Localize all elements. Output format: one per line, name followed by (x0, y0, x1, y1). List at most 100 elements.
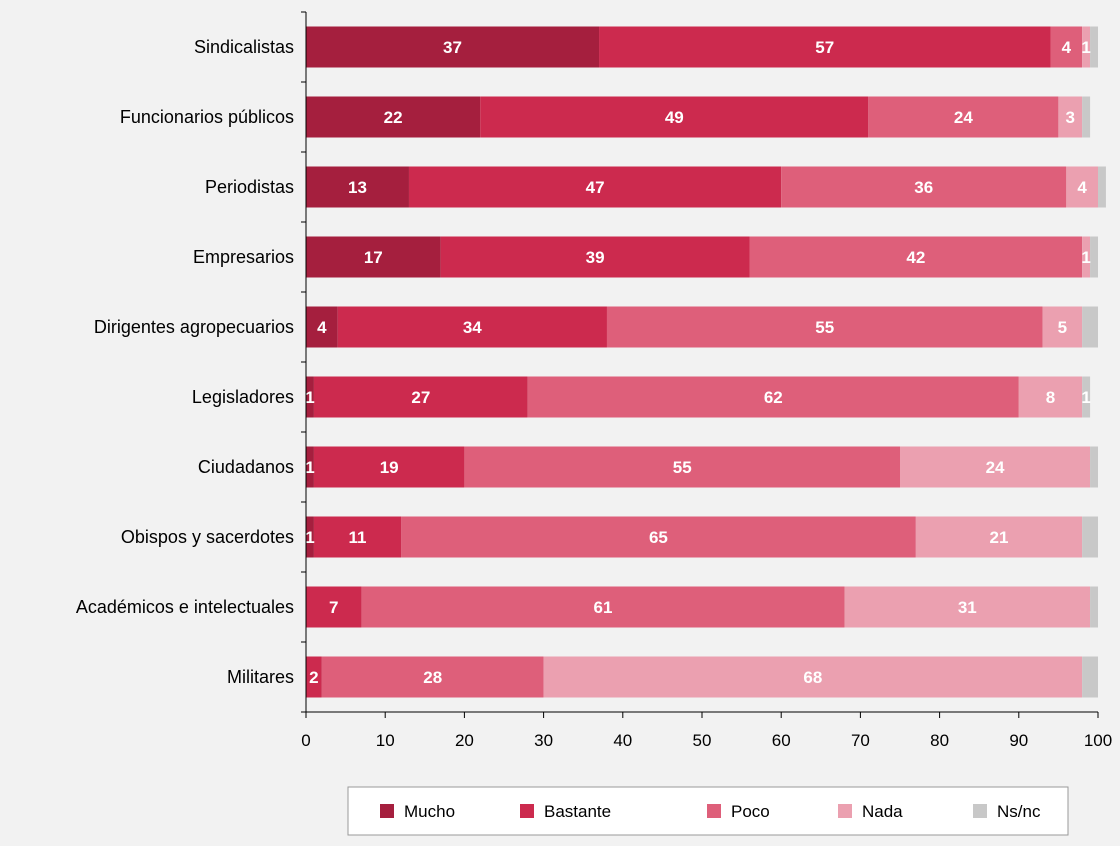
bar-funcionarios-publicos-poco (868, 96, 1059, 138)
bar-legisladores-nada (1018, 376, 1083, 418)
bar-militares-poco (321, 656, 544, 698)
data-label: 34 (463, 318, 482, 337)
category-label: Ciudadanos (198, 457, 294, 477)
bar-legisladores-poco (527, 376, 1019, 418)
category-labels-layer: Sindicalistas Funcionarios públicos Period… (76, 37, 294, 687)
data-label: 24 (986, 458, 1005, 477)
data-label: 55 (673, 458, 692, 477)
x-tick-label: 30 (534, 731, 553, 750)
bar-ciudadanos-nada (900, 446, 1091, 488)
x-tick-label: 20 (455, 731, 474, 750)
bar-ciudadanos-bastante (313, 446, 465, 488)
data-label: 68 (803, 668, 822, 687)
data-label: 62 (764, 388, 783, 407)
legend-swatch-nada (838, 804, 852, 818)
bar-legisladores-mucho (306, 376, 314, 418)
data-label: 1 (1081, 38, 1090, 57)
bar-sindicalistas-bastante (599, 26, 1051, 68)
legend-label-mucho: Mucho (404, 802, 455, 821)
data-label: 57 (815, 38, 834, 57)
bar-obispos-y-sacerdotes-ns-nc (1082, 516, 1098, 558)
data-label: 4 (1077, 178, 1087, 197)
x-tick-label: 0 (301, 731, 310, 750)
bar-periodistas-ns-nc (1098, 166, 1106, 208)
data-label: 13 (348, 178, 367, 197)
category-label: Dirigentes agropecuarios (94, 317, 294, 337)
data-label: 1 (305, 528, 314, 547)
bar-obispos-y-sacerdotes-nada (915, 516, 1083, 558)
legend: Mucho Bastante Poco Nada Ns/nc (347, 786, 1069, 836)
data-label: 11 (348, 528, 366, 547)
data-label: 1 (1081, 248, 1090, 267)
category-label: Funcionarios públicos (120, 107, 294, 127)
bar-legisladores-bastante (313, 376, 528, 418)
legend-swatch-ns-nc (973, 804, 987, 818)
legend-label-nada: Nada (862, 802, 903, 821)
legend-label-poco: Poco (731, 802, 770, 821)
data-label: 37 (443, 38, 462, 57)
bar-academicos-e-intelectuales-poco (361, 586, 845, 628)
bar-academicos-e-intelectuales-bastante (306, 586, 362, 628)
bar-obispos-y-sacerdotes-bastante (313, 516, 402, 558)
bar-dirigentes-agropecuarios-poco (606, 306, 1043, 348)
bars-layer (306, 26, 1106, 698)
x-tick-label: 80 (930, 731, 949, 750)
bar-obispos-y-sacerdotes-mucho (306, 516, 314, 558)
data-label: 3 (1066, 108, 1075, 127)
data-label: 24 (954, 108, 973, 127)
data-label: 42 (906, 248, 925, 267)
data-label: 4 (1062, 38, 1072, 57)
bar-sindicalistas-nada (1082, 26, 1091, 68)
data-label: 55 (815, 318, 834, 337)
data-label: 8 (1046, 388, 1055, 407)
data-label: 61 (594, 598, 613, 617)
category-label: Académicos e intelectuales (76, 597, 294, 617)
bar-militares-bastante (306, 656, 322, 698)
legend-swatch-poco (707, 804, 721, 818)
bar-periodistas-mucho (306, 166, 409, 208)
data-label: 7 (329, 598, 338, 617)
data-label: 65 (649, 528, 668, 547)
bar-dirigentes-agropecuarios-bastante (337, 306, 607, 348)
x-tick-label: 100 (1084, 731, 1112, 750)
bar-funcionarios-publicos-ns-nc (1082, 96, 1091, 138)
bar-ciudadanos-poco (464, 446, 900, 488)
data-label: 31 (958, 598, 977, 617)
bar-dirigentes-agropecuarios-ns-nc (1082, 306, 1098, 348)
data-label: 28 (423, 668, 442, 687)
legend-label-bastante: Bastante (544, 802, 611, 821)
bar-sindicalistas-ns-nc (1090, 26, 1098, 68)
category-label: Periodistas (205, 177, 294, 197)
data-label: 2 (309, 668, 318, 687)
data-label: 1 (305, 388, 314, 407)
data-label: 19 (380, 458, 399, 477)
bar-sindicalistas-mucho (306, 26, 600, 68)
x-tick-label: 70 (851, 731, 870, 750)
bar-empresarios-mucho (306, 236, 441, 278)
bar-empresarios-nada (1082, 236, 1091, 278)
bar-militares-ns-nc (1082, 656, 1098, 698)
data-label: 49 (665, 108, 684, 127)
category-label: Sindicalistas (194, 37, 294, 57)
bar-militares-nada (543, 656, 1083, 698)
x-tick-label: 10 (376, 731, 395, 750)
legend-swatch-mucho (380, 804, 394, 818)
bar-empresarios-poco (749, 236, 1083, 278)
data-label: 17 (364, 248, 383, 267)
data-label: 27 (411, 388, 430, 407)
category-label: Obispos y sacerdotes (121, 527, 294, 547)
category-label: Legisladores (192, 387, 294, 407)
x-tick-label: 40 (613, 731, 632, 750)
bar-periodistas-poco (781, 166, 1067, 208)
axes-layer (301, 11, 1099, 718)
x-tick-label: 90 (1009, 731, 1028, 750)
bar-obispos-y-sacerdotes-poco (401, 516, 916, 558)
bar-ciudadanos-ns-nc (1090, 446, 1098, 488)
bar-funcionarios-publicos-bastante (480, 96, 869, 138)
data-label: 36 (914, 178, 933, 197)
data-label: 39 (586, 248, 605, 267)
legend-swatch-bastante (520, 804, 534, 818)
data-label: 47 (586, 178, 605, 197)
